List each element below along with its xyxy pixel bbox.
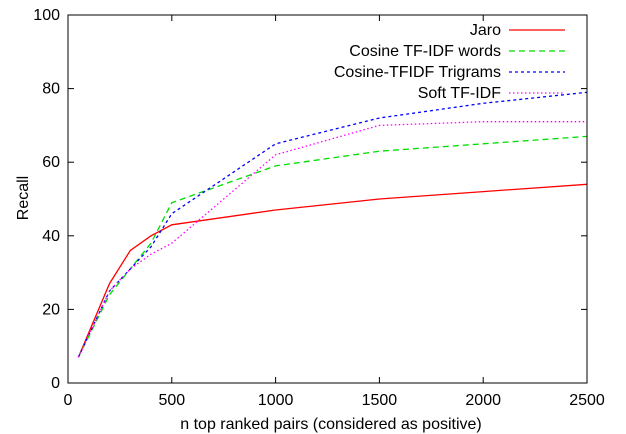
series-line-jaro — [77, 183, 588, 358]
x-tick-label: 2500 — [569, 392, 605, 409]
axes: 0 500 1000 1500 2000 2500 0 20 40 60 80 100 — [33, 7, 605, 409]
y-tick-label: 80 — [42, 81, 60, 98]
series-line-cosine-tf-idf-words — [77, 135, 588, 358]
x-tick-label: 0 — [64, 392, 73, 409]
y-tick-label: 100 — [33, 7, 60, 24]
plot-frame — [67, 14, 588, 384]
x-tick-label: 1500 — [362, 392, 398, 409]
x-tick-label: 2000 — [465, 392, 501, 409]
legend-label-cosine-tf-idf-words: Cosine TF-IDF words — [349, 43, 501, 60]
legend-label-jaro: Jaro — [470, 22, 501, 39]
plot-area — [77, 91, 588, 358]
series-line-cosine-tfidf-trigrams — [77, 91, 588, 358]
y-tick-label: 0 — [51, 375, 60, 392]
series-line-soft-tf-idf — [77, 121, 587, 358]
y-tick-label: 60 — [42, 154, 60, 171]
x-tick-label: 1000 — [258, 392, 294, 409]
y-tick-label: 20 — [42, 301, 60, 318]
x-axis-title: n top ranked pairs (considered as positi… — [180, 416, 482, 433]
x-tick-label: 500 — [158, 392, 185, 409]
y-axis-title: Recall — [15, 176, 32, 220]
legend-label-soft-tf-idf: Soft TF-IDF — [418, 85, 501, 102]
y-tick-label: 40 — [42, 228, 60, 245]
legend: Jaro Cosine TF-IDF words Cosine-TFIDF Trig… — [334, 22, 565, 102]
legend-label-cosine-tfidf-trigrams: Cosine-TFIDF Trigrams — [334, 64, 501, 81]
